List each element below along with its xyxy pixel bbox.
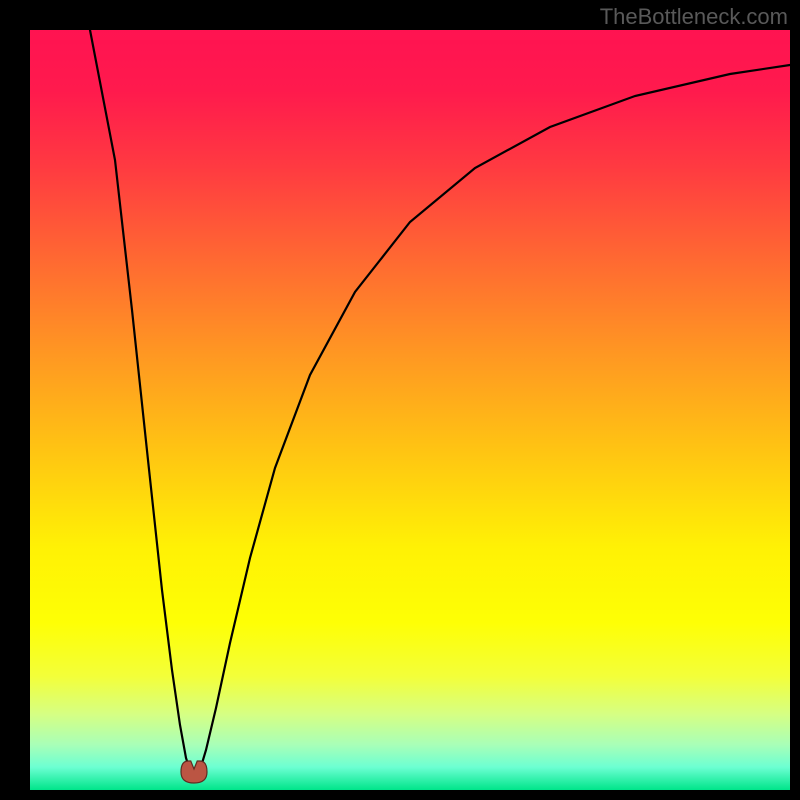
chart-canvas: TheBottleneck.com bbox=[0, 0, 800, 800]
dip-marker-icon bbox=[179, 759, 209, 785]
plot-area bbox=[30, 30, 790, 790]
dip-marker-shape bbox=[181, 761, 207, 783]
curve-right-branch bbox=[200, 65, 790, 770]
curve-left-branch bbox=[90, 30, 190, 770]
watermark-text: TheBottleneck.com bbox=[600, 4, 788, 30]
bottleneck-curve bbox=[30, 30, 790, 790]
